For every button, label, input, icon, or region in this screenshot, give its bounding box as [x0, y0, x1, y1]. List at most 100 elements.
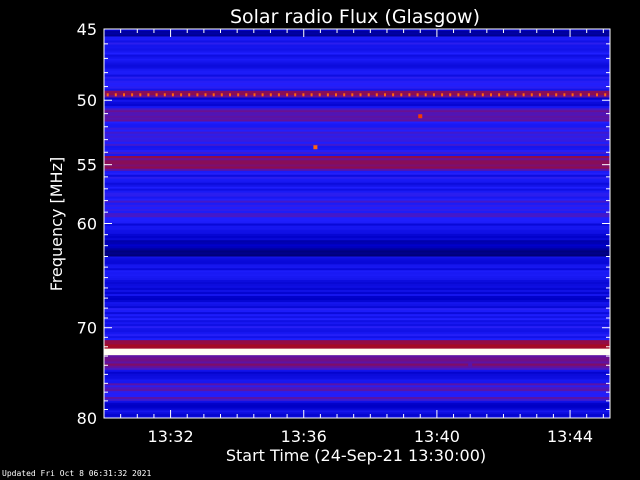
- intensity-band: [104, 141, 610, 145]
- intensity-band: [104, 48, 610, 51]
- intensity-band: [104, 182, 610, 186]
- intensity-band: [104, 225, 610, 229]
- y-tick-label: 45: [77, 20, 97, 39]
- intensity-band: [104, 412, 610, 415]
- interference-dot: [441, 93, 444, 97]
- intensity-band: [104, 330, 610, 333]
- intensity-band: [104, 306, 610, 309]
- intensity-band: [104, 344, 610, 347]
- interference-dot: [432, 93, 435, 97]
- y-tick-label: 70: [77, 319, 97, 338]
- intensity-band: [104, 246, 610, 249]
- intensity-band: [104, 64, 610, 67]
- x-tick-label: 13:32: [148, 427, 194, 446]
- intensity-band: [104, 381, 610, 384]
- intensity-band: [104, 204, 610, 208]
- intensity-band: [104, 289, 610, 293]
- intensity-band: [104, 338, 610, 341]
- intensity-band: [104, 158, 610, 161]
- intensity-band: [104, 371, 610, 375]
- intensity-band: [104, 143, 610, 147]
- interference-dot: [351, 93, 354, 97]
- intensity-band: [104, 80, 610, 84]
- intensity-band: [104, 30, 610, 34]
- intensity-band: [104, 383, 610, 386]
- interference-dot: [604, 93, 607, 97]
- intensity-band: [104, 74, 610, 78]
- intensity-band: [104, 40, 610, 43]
- intensity-band: [104, 359, 610, 362]
- intensity-band: [104, 252, 610, 255]
- intensity-band: [104, 332, 610, 335]
- intensity-band: [104, 276, 610, 279]
- interference-dot: [400, 93, 403, 97]
- interference-dot: [481, 93, 484, 97]
- intensity-band: [104, 166, 610, 170]
- intensity-band: [104, 336, 610, 339]
- intensity-band: [104, 170, 610, 174]
- intensity-band: [104, 406, 610, 409]
- intensity-band: [104, 410, 610, 413]
- intensity-band: [104, 355, 610, 358]
- interference-dot: [131, 93, 134, 97]
- intensity-band: [104, 352, 610, 356]
- intensity-band: [104, 168, 610, 172]
- intensity-band: [104, 219, 610, 222]
- intensity-band: [104, 208, 610, 212]
- interference-dot: [212, 93, 215, 97]
- intensity-band: [104, 149, 610, 153]
- intensity-band: [104, 379, 610, 382]
- interference-dot: [155, 93, 158, 97]
- intensity-band: [104, 82, 610, 86]
- interference-dot: [220, 93, 223, 97]
- interference-dot: [473, 93, 476, 97]
- intensity-band: [104, 172, 610, 176]
- intensity-band: [104, 66, 610, 70]
- interference-dot: [563, 93, 566, 97]
- intensity-band: [104, 192, 610, 196]
- intensity-band: [104, 119, 610, 122]
- intensity-band: [104, 312, 610, 315]
- intensity-band: [104, 139, 610, 143]
- interference-dot: [530, 93, 533, 97]
- x-axis-label: Start Time (24-Sep-21 13:30:00): [226, 446, 486, 465]
- y-axis-label: Frequency [MHz]: [47, 157, 66, 291]
- intensity-band: [104, 103, 610, 107]
- intensity-band: [104, 70, 610, 74]
- intensity-band: [104, 395, 610, 398]
- intensity-band: [104, 221, 610, 224]
- intensity-band: [104, 342, 610, 345]
- interference-dot: [106, 93, 109, 97]
- interference-dot: [514, 93, 517, 97]
- intensity-band: [104, 101, 610, 105]
- interference-dot: [326, 93, 329, 97]
- intensity-band: [104, 46, 610, 49]
- interference-dot: [204, 93, 207, 97]
- interference-dot: [123, 93, 125, 97]
- intensity-band: [104, 54, 610, 57]
- intensity-band: [104, 194, 610, 198]
- intensity-band: [104, 242, 610, 245]
- intensity-band: [104, 254, 610, 257]
- intensity-band: [104, 231, 610, 235]
- intensity-band: [104, 99, 610, 103]
- intensity-band: [104, 217, 610, 220]
- intensity-band: [104, 264, 610, 267]
- intensity-band: [104, 270, 610, 273]
- intensity-band: [104, 160, 610, 163]
- intensity-band: [104, 127, 610, 131]
- intensity-band: [104, 285, 610, 289]
- intensity-band: [104, 293, 610, 297]
- interference-dot: [318, 93, 321, 97]
- intensity-band: [104, 84, 610, 88]
- intensity-band: [104, 363, 610, 367]
- intensity-band: [104, 387, 610, 390]
- intensity-band: [104, 153, 610, 157]
- intensity-band: [104, 108, 610, 111]
- intensity-band: [104, 373, 610, 377]
- interference-dot: [506, 93, 509, 97]
- intensity-band: [104, 402, 610, 406]
- intensity-band: [104, 176, 610, 180]
- intensity-band: [104, 365, 610, 369]
- intensity-band: [104, 278, 610, 281]
